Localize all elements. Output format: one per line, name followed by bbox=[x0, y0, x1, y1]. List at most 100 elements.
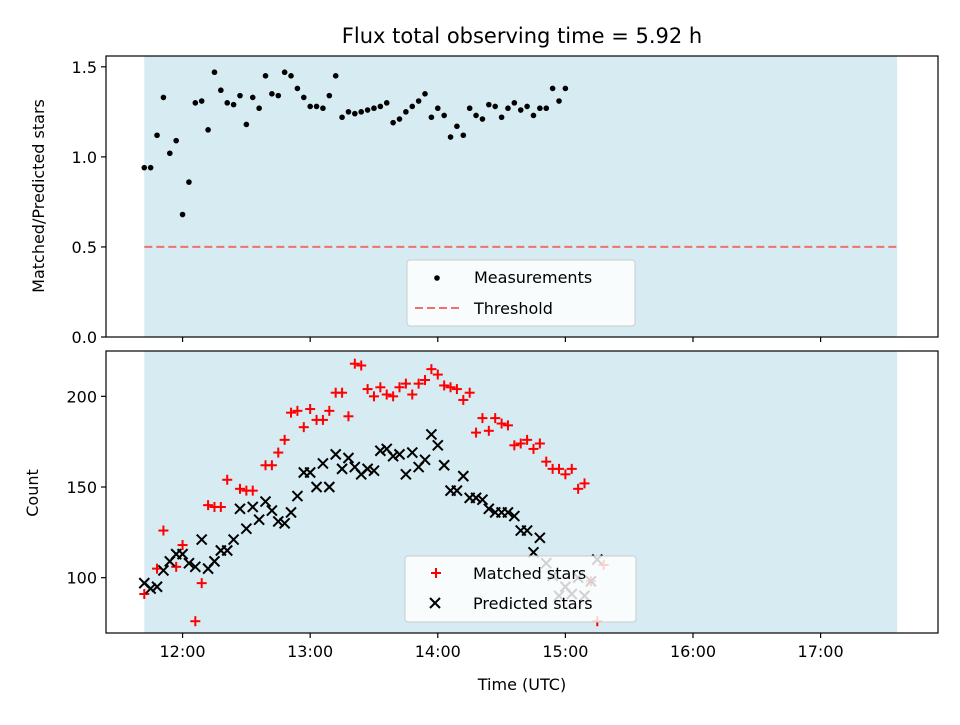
predicted-star-point bbox=[278, 517, 291, 529]
predicted-star-point bbox=[183, 557, 195, 569]
matched-star-point bbox=[349, 358, 360, 369]
measurement-point bbox=[358, 109, 365, 115]
predicted-star-point bbox=[253, 513, 265, 526]
measurement-point bbox=[243, 121, 250, 128]
predicted-star-point bbox=[247, 501, 259, 513]
matched-star-point bbox=[190, 616, 201, 627]
measurement-point bbox=[352, 110, 358, 117]
measurement-point bbox=[428, 114, 435, 121]
predicted-star-point bbox=[317, 457, 329, 470]
measurement-point bbox=[186, 179, 192, 185]
measurement-point bbox=[218, 87, 224, 94]
measurement-point bbox=[371, 105, 377, 112]
predicted-star-point bbox=[304, 466, 316, 479]
matched-star-point bbox=[234, 483, 245, 494]
measurement-point bbox=[275, 92, 282, 99]
measurement-point bbox=[256, 105, 262, 112]
matched-star-point bbox=[177, 540, 188, 551]
matched-star-point bbox=[381, 389, 392, 400]
measurement-point bbox=[441, 112, 447, 119]
matched-star-point bbox=[317, 414, 328, 425]
matched-star-point bbox=[522, 434, 533, 445]
measurement-point bbox=[211, 69, 218, 76]
measurement-point bbox=[198, 98, 205, 104]
measurement-point bbox=[205, 127, 211, 133]
matched-star-point bbox=[477, 413, 488, 424]
measurement-point bbox=[549, 85, 556, 92]
matched-star-point bbox=[445, 382, 456, 393]
measurement-point bbox=[262, 73, 269, 79]
measurement-point bbox=[345, 109, 352, 115]
matched-star-point bbox=[356, 360, 367, 371]
matched-star-point bbox=[400, 378, 411, 389]
predicted-star-point bbox=[483, 503, 495, 515]
measurement-point bbox=[339, 114, 345, 121]
matched-star-point bbox=[471, 427, 482, 438]
measurement-point bbox=[288, 73, 294, 79]
bottom-legend: Matched stars Predicted stars bbox=[404, 555, 637, 623]
y-tick-label: 0.0 bbox=[72, 328, 97, 347]
predicted-star-point bbox=[336, 463, 348, 475]
y-tick-label: 1.0 bbox=[72, 148, 97, 167]
predicted-star-point bbox=[400, 468, 412, 481]
predicted-star-point bbox=[189, 561, 202, 573]
top-y-ticks: 0.0 0.5 1.0 1.5 bbox=[72, 58, 106, 347]
predicted-star-point bbox=[329, 448, 342, 461]
measurement-point bbox=[524, 103, 530, 110]
predicted-star-point bbox=[272, 515, 284, 528]
measurement-point bbox=[434, 105, 441, 112]
predicted-star-point bbox=[374, 445, 387, 457]
x-tick-label: 14:00 bbox=[415, 642, 461, 661]
measurement-point bbox=[422, 91, 428, 97]
matched-star-point bbox=[292, 405, 303, 416]
matched-star-point bbox=[196, 578, 207, 589]
matched-star-point bbox=[502, 420, 513, 431]
matched-star-point bbox=[266, 460, 277, 471]
y-tick-label: 200 bbox=[66, 387, 97, 406]
x-tick-label: 16:00 bbox=[670, 642, 716, 661]
matched-star-point bbox=[215, 501, 226, 512]
measurement-point bbox=[230, 101, 237, 108]
predicted-star-point bbox=[368, 464, 380, 477]
measurement-point bbox=[492, 103, 499, 110]
measurement-point bbox=[249, 94, 256, 101]
measurement-point bbox=[281, 69, 288, 76]
predicted-star-point bbox=[502, 506, 514, 519]
predicted-star-point bbox=[227, 533, 240, 546]
bottom-axes-frame bbox=[105, 350, 939, 634]
legend-threshold-label: Threshold bbox=[473, 299, 553, 318]
matched-star-point bbox=[362, 384, 373, 395]
predicted-star-point bbox=[361, 463, 374, 475]
bottom-x-ticks: 12:00 13:00 14:00 15:00 16:00 17:00 bbox=[160, 633, 844, 661]
measurement-point bbox=[364, 107, 371, 113]
matched-star-point bbox=[458, 394, 469, 405]
predicted-star-point bbox=[438, 459, 450, 471]
measurement-point bbox=[473, 112, 479, 119]
matched-star-point bbox=[554, 463, 565, 474]
measurement-point bbox=[505, 105, 511, 112]
matched-star-point bbox=[464, 387, 475, 398]
measurement-point bbox=[454, 123, 460, 130]
measurement-point bbox=[543, 105, 550, 112]
bottom-legend-box bbox=[404, 555, 637, 623]
matched-star-point bbox=[286, 407, 297, 418]
legend-measurements-label: Measurements bbox=[474, 268, 592, 287]
measurement-point bbox=[307, 103, 313, 110]
legend-matched-marker bbox=[431, 568, 441, 578]
predicted-star-point bbox=[323, 481, 336, 493]
measurement-point bbox=[167, 150, 173, 157]
matched-star-point bbox=[541, 456, 552, 467]
predicted-star-point bbox=[534, 532, 546, 544]
measurement-point bbox=[237, 92, 243, 99]
bottom-y-ticks: 100 150 200 bbox=[66, 387, 106, 588]
predicted-star-point bbox=[425, 428, 438, 441]
predicted-star-point bbox=[221, 544, 233, 557]
measurement-point bbox=[160, 94, 167, 101]
predicted-star-point bbox=[310, 481, 323, 493]
predicted-star-point bbox=[470, 492, 482, 504]
predicted-star-point bbox=[387, 450, 399, 462]
measurement-point bbox=[479, 116, 486, 122]
measurement-point bbox=[460, 132, 467, 139]
y-tick-label: 1.5 bbox=[72, 58, 97, 77]
matched-star-point bbox=[158, 525, 169, 536]
